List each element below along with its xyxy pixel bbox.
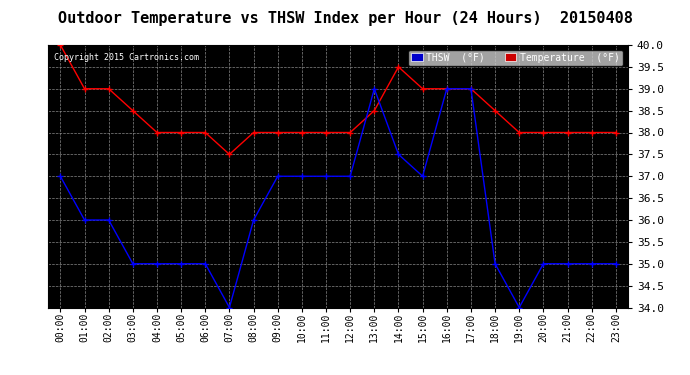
Text: Outdoor Temperature vs THSW Index per Hour (24 Hours)  20150408: Outdoor Temperature vs THSW Index per Ho… — [57, 11, 633, 26]
Legend: THSW  (°F), Temperature  (°F): THSW (°F), Temperature (°F) — [408, 50, 623, 66]
Text: Copyright 2015 Cartronics.com: Copyright 2015 Cartronics.com — [54, 53, 199, 62]
